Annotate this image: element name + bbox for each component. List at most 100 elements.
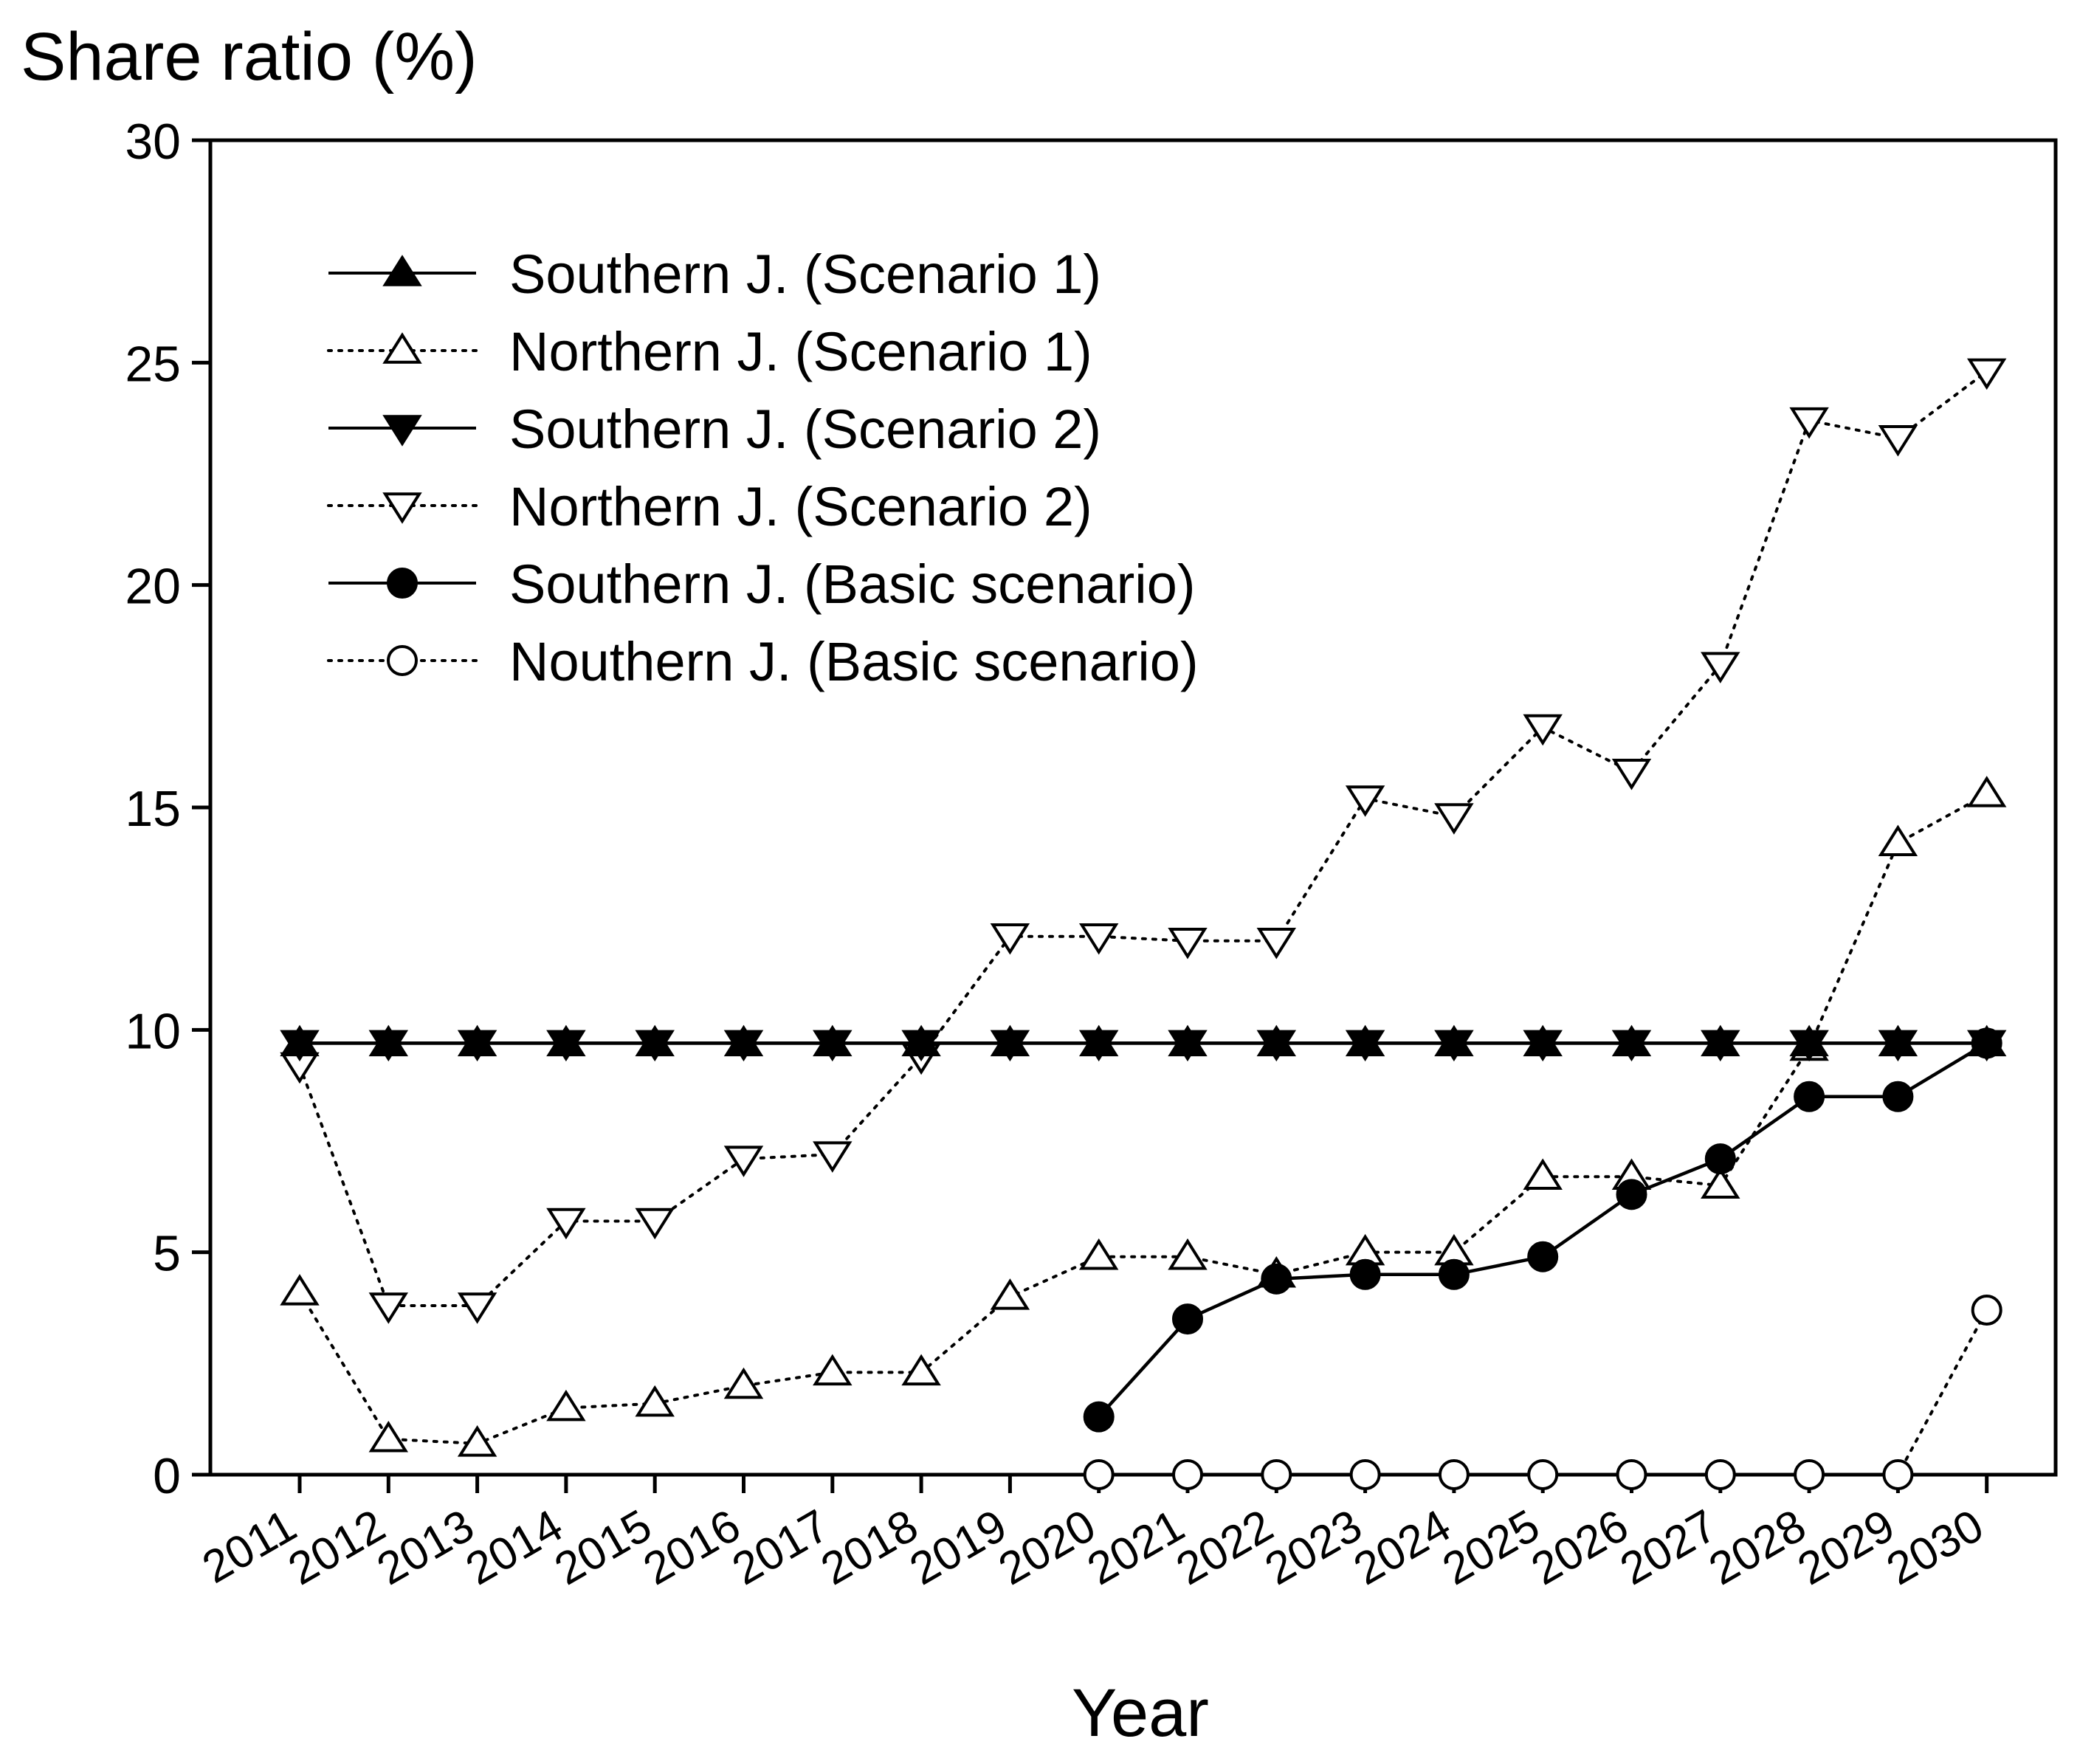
- series-4-point: [990, 923, 1030, 955]
- series-6-point: [1704, 1459, 1736, 1490]
- legend-label-3: Southern J. (Scenario 2): [509, 399, 1101, 460]
- series-2-point: [1701, 1167, 1740, 1199]
- series-5-point: [1704, 1143, 1736, 1175]
- series-line-4: [298, 370, 1988, 1307]
- series-4-point: [1345, 785, 1385, 817]
- series-3-point: [1434, 1030, 1474, 1062]
- series-4-point: [1078, 923, 1119, 955]
- series-4-point: [1611, 759, 1652, 790]
- series-6-point: [1172, 1459, 1203, 1490]
- series-3-point: [723, 1030, 764, 1062]
- series-2-point: [1966, 776, 2007, 807]
- series-3-point: [1168, 1030, 1208, 1062]
- series-3-point: [813, 1030, 853, 1062]
- series-4-point: [1523, 714, 1563, 746]
- series-4-point: [723, 1145, 764, 1177]
- y-tick-label: 25: [125, 336, 181, 392]
- series-6-point: [1438, 1459, 1470, 1490]
- series-6-point: [1083, 1459, 1115, 1490]
- legend-marker-6: [387, 645, 418, 676]
- series-4-point: [1168, 928, 1208, 959]
- x-axis-label: Year: [1072, 1675, 1209, 1751]
- series-3-point: [901, 1030, 941, 1062]
- series-2-point: [1523, 1158, 1563, 1190]
- y-tick-label: 15: [125, 781, 181, 837]
- series-6-point: [1794, 1459, 1825, 1490]
- series-3-point: [1701, 1030, 1740, 1062]
- series-4-point: [546, 1207, 586, 1240]
- y-tick-label: 0: [153, 1448, 181, 1504]
- series-2-point: [457, 1425, 497, 1457]
- series-3-point: [1078, 1030, 1119, 1062]
- series-5-point: [1527, 1241, 1559, 1272]
- series-6-point: [1349, 1459, 1381, 1490]
- series-4-point: [1878, 425, 1918, 457]
- y-tick-label: 10: [125, 1003, 181, 1059]
- series-5-point: [1083, 1401, 1115, 1433]
- series-3-point: [1789, 1030, 1829, 1062]
- series-3-point: [1345, 1030, 1385, 1062]
- legend-marker-2: [382, 332, 422, 364]
- series-2-point: [813, 1354, 853, 1386]
- series-4-point: [1701, 652, 1740, 683]
- series-5-point: [1794, 1081, 1825, 1112]
- legend-label-6: Nouthern J. (Basic scenario): [509, 631, 1199, 692]
- legend-label-5: Southern J. (Basic scenario): [509, 554, 1196, 615]
- series-4-point: [1256, 928, 1297, 959]
- series-6-point: [1882, 1459, 1914, 1490]
- series-2-point: [280, 1274, 320, 1306]
- legend-marker-5: [387, 568, 418, 599]
- series-3-point: [280, 1030, 320, 1062]
- series-5-point: [1971, 1027, 2002, 1059]
- series-3-point: [546, 1030, 586, 1062]
- series-6-point: [1261, 1459, 1292, 1490]
- y-tick-label: 20: [125, 559, 181, 615]
- series-4-point: [368, 1292, 409, 1324]
- legend: Southern J. (Scenario 1) Northern J. (Sce…: [327, 244, 1199, 692]
- series-3-point: [1611, 1030, 1652, 1062]
- series-5-point: [1616, 1179, 1647, 1210]
- series-2-point: [1078, 1238, 1119, 1270]
- y-tick-label: 5: [153, 1226, 181, 1282]
- series-4-point: [1789, 407, 1829, 439]
- y-tick-label: 30: [125, 114, 181, 170]
- series-5-point: [1172, 1303, 1203, 1335]
- legend-label-1: Southern J. (Scenario 1): [509, 244, 1101, 305]
- legend-marker-1: [382, 255, 422, 286]
- series-3-point: [1523, 1030, 1563, 1062]
- series-2-point: [901, 1354, 941, 1386]
- legend-label-2: Northern J. (Scenario 1): [509, 321, 1092, 382]
- series-3-point: [990, 1030, 1030, 1062]
- legend-marker-3: [382, 415, 422, 447]
- series-2-point: [1878, 824, 1918, 856]
- series-4-point: [457, 1292, 497, 1324]
- series-4-point: [635, 1207, 675, 1240]
- series-5-point: [1349, 1258, 1381, 1290]
- series-3-point: [1878, 1030, 1918, 1062]
- series-5-point: [1438, 1258, 1470, 1290]
- series-3-point: [368, 1030, 409, 1062]
- series-2-point: [546, 1389, 586, 1422]
- legend-marker-4: [382, 492, 422, 524]
- series-line-2: [298, 792, 1988, 1445]
- series-5-point: [1882, 1081, 1914, 1112]
- series-6-point: [1527, 1459, 1559, 1490]
- series-4-point: [1434, 803, 1474, 835]
- series-6-point: [1971, 1295, 2002, 1326]
- series-3-point: [635, 1030, 675, 1062]
- series-2-point: [1168, 1238, 1208, 1270]
- y-axis-label: Share ratio (%): [21, 19, 478, 94]
- series-2-point: [635, 1385, 675, 1417]
- series-5-point: [1261, 1263, 1292, 1295]
- series-2-point: [368, 1421, 409, 1453]
- series-6-point: [1616, 1459, 1647, 1490]
- series-3-point: [1256, 1030, 1297, 1062]
- legend-label-4: Northern J. (Scenario 2): [509, 476, 1092, 537]
- series-2-point: [990, 1278, 1030, 1310]
- series-3-point: [457, 1030, 497, 1062]
- series-4-point: [1966, 358, 2007, 390]
- series-4-point: [813, 1141, 853, 1173]
- series-2-point: [723, 1367, 764, 1399]
